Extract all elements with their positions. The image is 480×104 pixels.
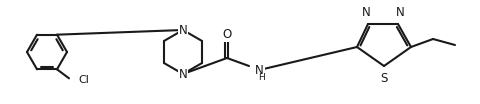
Text: N: N [254,64,263,77]
Text: N: N [178,24,187,37]
Text: N: N [361,6,370,19]
Text: S: S [380,72,387,85]
Text: N: N [395,6,404,19]
Text: Cl: Cl [78,75,89,85]
Text: O: O [222,28,231,41]
Text: H: H [258,72,265,82]
Text: N: N [178,67,187,80]
